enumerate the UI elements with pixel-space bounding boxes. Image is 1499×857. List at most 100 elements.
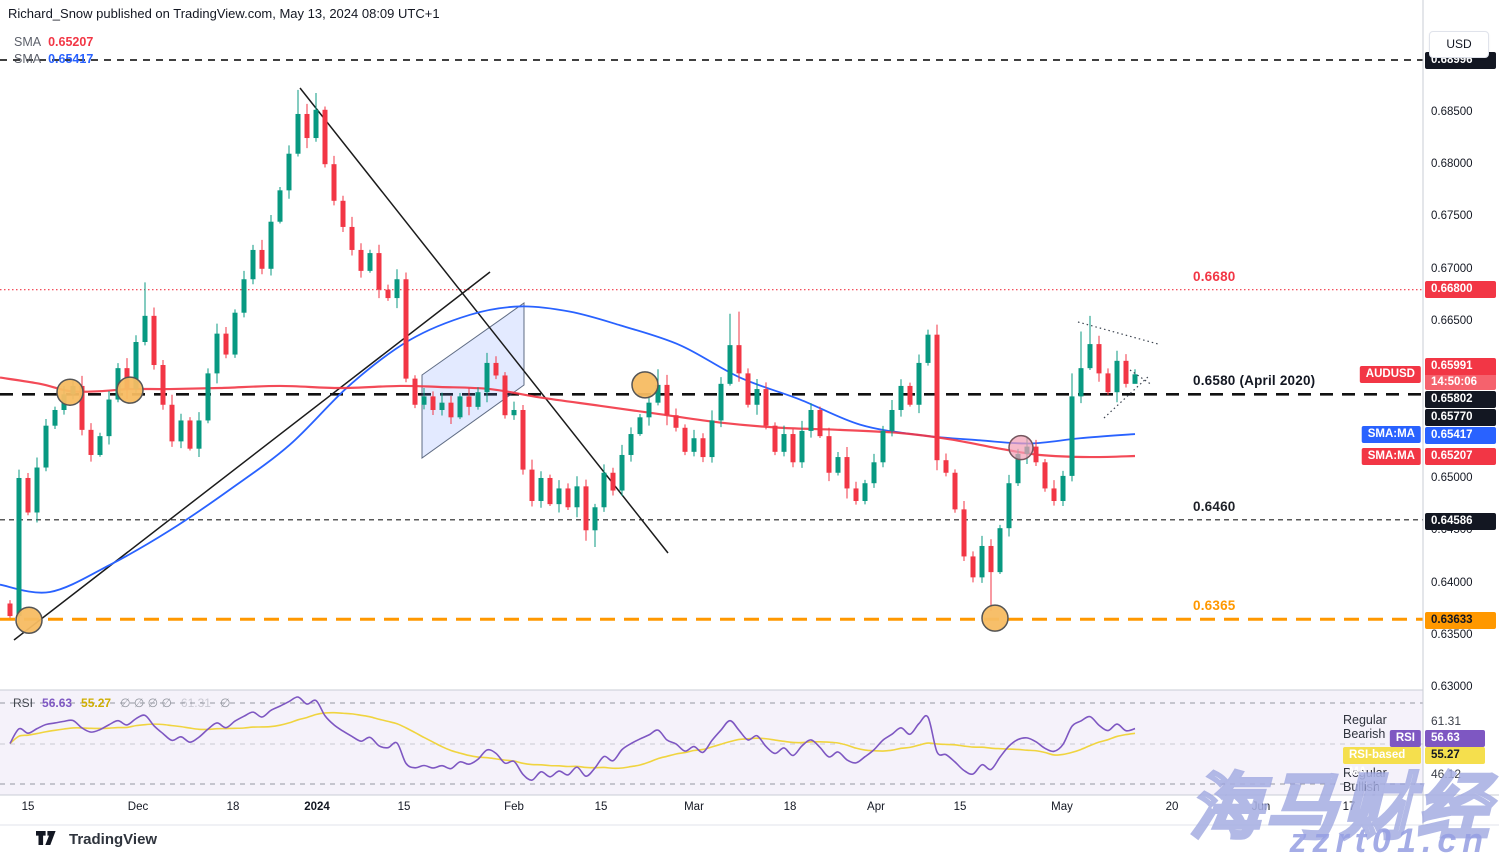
time-axis-label-apr[interactable]: Apr — [867, 801, 885, 813]
pennant-dotted-line-1[interactable] — [1077, 321, 1159, 345]
orange-circle-marker[interactable] — [981, 604, 1009, 632]
rsi-label-rsi: RSI — [1389, 729, 1421, 747]
rsi-line[interactable] — [9, 696, 1136, 781]
candle-body — [25, 477, 31, 513]
time-axis-label-2024[interactable]: 2024 — [304, 801, 330, 813]
orange-circle-marker[interactable] — [116, 376, 144, 404]
candle-body — [160, 365, 166, 405]
candle-body — [835, 457, 841, 473]
candle-body — [664, 384, 670, 416]
candle-body — [79, 385, 85, 430]
candle-body — [754, 389, 760, 405]
candle-body — [916, 362, 922, 405]
time-axis-label-may[interactable]: May — [1051, 801, 1073, 813]
candle-body — [250, 249, 256, 280]
candle-body — [592, 507, 598, 531]
tradingview-logo[interactable]: TradingView — [36, 831, 157, 848]
time-axis-label-mar[interactable]: Mar — [684, 801, 704, 813]
candle-body — [655, 384, 661, 403]
time-axis-label-dec[interactable]: Dec — [127, 801, 149, 813]
trendline-1[interactable] — [299, 87, 669, 554]
price-tick-label: 0.68500 — [1431, 105, 1473, 118]
orange-circle-marker[interactable] — [56, 378, 84, 406]
candle-body — [556, 488, 562, 505]
time-axis-label-18[interactable]: 18 — [226, 801, 240, 813]
watermark-url-text: zzrt01.cn — [1289, 822, 1489, 857]
time-axis-label-15[interactable]: 15 — [397, 801, 411, 813]
candle-body — [475, 392, 481, 407]
level-annotation-0.6460: 0.6460 — [1193, 498, 1236, 514]
candle-body — [214, 333, 220, 374]
candle-body — [502, 375, 508, 416]
price-tick-label: 0.67500 — [1431, 210, 1473, 223]
trendline-2[interactable] — [13, 271, 491, 641]
orange-circle-marker[interactable] — [631, 371, 659, 399]
pennant-dotted-line-2[interactable] — [1103, 374, 1151, 419]
sma-legend-2[interactable]: SMA 0.65417 — [14, 52, 93, 66]
sma2-value: 0.65417 — [48, 52, 94, 66]
series-label-sma-ma: SMA:MA — [1361, 426, 1421, 444]
rsi-legend[interactable]: RSI 56.63 55.27 ∅ ∅ ∅ ∅ 61.31 ∅ — [13, 696, 239, 710]
level-annotation-0.6365: 0.6365 — [1193, 598, 1236, 614]
price-axis-label-0.65802: 0.65802 — [1425, 391, 1496, 409]
time-axis-label-feb[interactable]: Feb — [504, 801, 524, 813]
candle-body — [133, 342, 139, 390]
candle-body — [169, 404, 175, 442]
time-axis-label-17[interactable]: 17 — [1342, 801, 1356, 813]
candle-body — [16, 477, 22, 617]
candle-body — [610, 472, 616, 491]
candle-body — [934, 334, 940, 461]
time-axis-label-jun[interactable]: Jun — [1251, 801, 1271, 813]
price-tick-label: 0.66500 — [1431, 315, 1473, 328]
currency-toggle-button[interactable]: USD — [1429, 31, 1489, 58]
candle-body — [1078, 368, 1084, 397]
candle-body — [97, 436, 103, 455]
price-axis-label-0.65207: 0.65207 — [1425, 447, 1496, 465]
rsi-label: RSI — [13, 696, 34, 710]
candle-body — [736, 345, 742, 374]
time-axis-label-18[interactable]: 18 — [783, 801, 797, 813]
price-tick-label: 0.64000 — [1431, 576, 1473, 589]
candle-body — [484, 362, 490, 393]
rsi-label-regular-bullish: Regular Bullish — [1343, 766, 1387, 794]
sma-legend-1[interactable]: SMA 0.65207 — [14, 35, 93, 49]
time-axis-label-20[interactable]: 20 — [1165, 801, 1179, 813]
candle-body — [241, 279, 247, 313]
candle-body — [862, 483, 868, 501]
rsi-value: 56.63 — [42, 696, 73, 710]
candle-body — [313, 109, 319, 139]
rsi-null-value-2: ∅ — [219, 696, 231, 710]
candle-body — [880, 430, 886, 463]
candle-body — [799, 430, 805, 463]
rsi-value-regular-bullish: 46.12 — [1431, 766, 1462, 781]
candle-body — [448, 402, 454, 418]
rsi-faint-value: 61.31 — [180, 696, 211, 710]
candle-body — [763, 389, 769, 426]
candle-body — [1051, 488, 1057, 501]
candle-body — [601, 472, 607, 508]
candle-body — [187, 420, 193, 449]
time-axis-label-15[interactable]: 15 — [21, 801, 35, 813]
candle-body — [349, 226, 355, 250]
candle-body — [889, 409, 895, 431]
candle-body — [808, 409, 814, 431]
rsi-value-regular-bearish: 61.31 — [1431, 714, 1462, 729]
rsi-ma-line[interactable] — [9, 711, 1136, 770]
rsi-axis-value-rsi-based-ma: 55.27 — [1425, 747, 1485, 765]
candle-body — [952, 472, 958, 510]
price-axis-label-0.65991: 0.65991 14:50:06 — [1425, 358, 1496, 391]
candle-body — [196, 420, 202, 449]
candle-body — [943, 460, 949, 473]
pink-circle-marker[interactable] — [1008, 434, 1034, 461]
rsi-label-regular-bearish: Regular Bearish — [1343, 713, 1387, 742]
time-axis-label-15[interactable]: 15 — [953, 801, 967, 813]
orange-circle-marker[interactable] — [15, 606, 43, 634]
candle-body — [961, 509, 967, 557]
candle-body — [286, 153, 292, 191]
sma-slow-line[interactable] — [0, 305, 1136, 594]
candle-body — [925, 334, 931, 363]
candle-body — [295, 113, 301, 154]
candle-body — [151, 315, 157, 366]
time-axis-label-15[interactable]: 15 — [594, 801, 608, 813]
